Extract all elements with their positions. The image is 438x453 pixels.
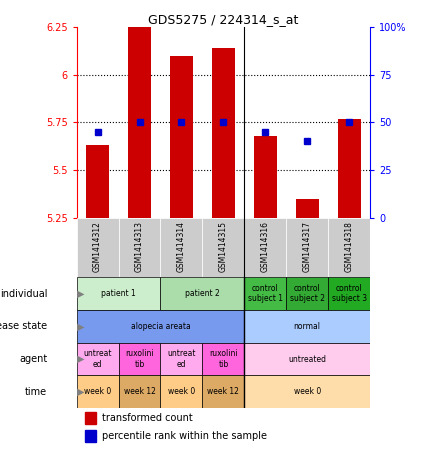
Bar — [77, 310, 244, 343]
Bar — [119, 376, 160, 408]
Text: individual: individual — [0, 289, 47, 299]
Text: week 0: week 0 — [168, 387, 195, 396]
Text: control
subject 1: control subject 1 — [248, 284, 283, 304]
Text: ▶: ▶ — [77, 387, 84, 397]
Text: GSM1414317: GSM1414317 — [303, 221, 312, 272]
Bar — [244, 376, 370, 408]
Text: week 12: week 12 — [208, 387, 239, 396]
Text: percentile rank within the sample: percentile rank within the sample — [102, 431, 267, 441]
Title: GDS5275 / 224314_s_at: GDS5275 / 224314_s_at — [148, 13, 299, 26]
Text: ruxolini
tib: ruxolini tib — [209, 349, 238, 369]
Text: GSM1414318: GSM1414318 — [345, 221, 353, 271]
Text: control
subject 2: control subject 2 — [290, 284, 325, 304]
Text: ▶: ▶ — [77, 321, 84, 331]
Text: untreated: untreated — [288, 355, 326, 364]
Bar — [160, 218, 202, 277]
Text: transformed count: transformed count — [102, 413, 192, 423]
Text: ▶: ▶ — [77, 289, 84, 299]
Bar — [202, 218, 244, 277]
Bar — [286, 218, 328, 277]
Text: GSM1414313: GSM1414313 — [135, 221, 144, 272]
Bar — [77, 376, 119, 408]
Bar — [128, 27, 151, 218]
Text: GSM1414312: GSM1414312 — [93, 221, 102, 271]
Bar — [119, 343, 160, 376]
Text: GSM1414315: GSM1414315 — [219, 221, 228, 272]
Bar — [328, 277, 370, 310]
Bar — [254, 136, 277, 218]
Bar — [286, 277, 328, 310]
Text: ▶: ▶ — [77, 354, 84, 364]
Bar — [160, 376, 202, 408]
Bar — [202, 343, 244, 376]
Bar — [77, 277, 160, 310]
Bar — [85, 412, 96, 424]
Bar — [160, 277, 244, 310]
Text: week 0: week 0 — [293, 387, 321, 396]
Text: GSM1414316: GSM1414316 — [261, 221, 270, 272]
Bar — [244, 343, 370, 376]
Bar — [202, 376, 244, 408]
Bar — [212, 48, 235, 218]
Bar — [328, 218, 370, 277]
Bar — [77, 218, 119, 277]
Bar — [119, 218, 160, 277]
Text: patient 2: patient 2 — [185, 289, 220, 298]
Text: ruxolini
tib: ruxolini tib — [125, 349, 154, 369]
Bar — [77, 343, 119, 376]
Text: agent: agent — [19, 354, 47, 364]
Bar — [338, 119, 360, 218]
Text: GSM1414314: GSM1414314 — [177, 221, 186, 272]
Text: control
subject 3: control subject 3 — [332, 284, 367, 304]
Bar — [244, 310, 370, 343]
Text: week 12: week 12 — [124, 387, 155, 396]
Text: time: time — [25, 387, 47, 397]
Text: untreat
ed: untreat ed — [83, 349, 112, 369]
Text: alopecia areata: alopecia areata — [131, 322, 191, 331]
Bar — [244, 277, 286, 310]
Text: untreat
ed: untreat ed — [167, 349, 196, 369]
Bar — [244, 218, 286, 277]
Bar — [86, 145, 109, 218]
Bar — [170, 56, 193, 218]
Text: normal: normal — [294, 322, 321, 331]
Bar — [85, 429, 96, 442]
Text: patient 1: patient 1 — [101, 289, 136, 298]
Bar — [296, 199, 319, 218]
Bar — [160, 343, 202, 376]
Text: week 0: week 0 — [84, 387, 111, 396]
Text: disease state: disease state — [0, 321, 47, 331]
